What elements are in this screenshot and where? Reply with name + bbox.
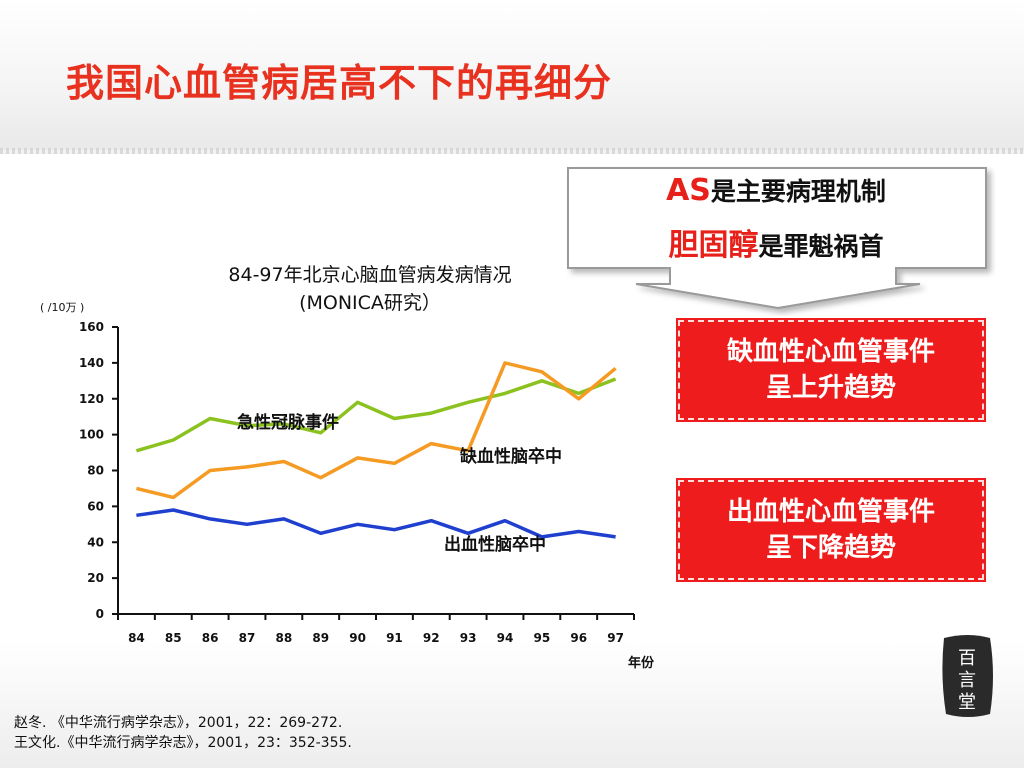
reference-1: 赵冬. 《中华流行病学杂志》，2001，22：269-272. [14,715,343,731]
y-axis-unit: ( /10万 ) [40,301,85,314]
header-background [0,0,1024,150]
y-tick-label: 120 [79,392,104,406]
callout-text-1: 是主要病理机制 [710,177,886,206]
ischemic-stroke-series-line [135,361,617,500]
ischemic-trend-line-1: 缺血性心血管事件 [726,337,935,367]
slide-title: 我国心血管病居高不下的再细分 [66,61,613,105]
chart-title: 84-97年北京心脑血管病发病情况 [228,264,512,286]
y-tick-label: 60 [87,499,104,513]
y-tick-label: 40 [87,535,104,549]
x-tick-label: 95 [534,631,551,645]
callout-highlight-as: AS [666,173,711,208]
acute-coronary-label: 急性冠脉事件 [237,412,339,433]
svg-text:百: 百 [958,648,976,669]
chart-axes: 0 20 40 60 80 100 120 140 160 84 85 86 87 88 89 90 91 92 9… [79,320,635,645]
callout-shape [567,167,987,310]
header-divider [0,148,1024,154]
x-tick-label: 92 [423,631,440,645]
y-tick-label: 100 [79,428,104,442]
hemorrhagic-trend-line-1: 出血性心血管事件 [726,497,935,527]
x-tick-label: 84 [128,631,145,645]
y-tick-label: 0 [96,607,104,621]
callout-line-2: 胆固醇是罪魁祸首 [566,220,986,264]
svg-text:堂: 堂 [958,692,976,713]
y-tick-label: 140 [79,356,104,370]
acute-coronary-series-line [135,377,617,453]
ischemic-trend-box: 缺血性心血管事件 呈上升趋势 [676,318,986,422]
hemorrhagic-stroke-series-line [136,508,616,539]
reference-2: 王文化.《中华流行病学杂志》，2001，23：352-355. [14,735,352,751]
callout-line-1: AS是主要病理机制 [566,172,986,208]
y-tick-label: 80 [87,464,104,478]
y-tick-label: 160 [79,320,104,334]
x-tick-label: 97 [607,631,624,645]
x-tick-label: 90 [349,631,366,645]
x-axis-label: 年份 [628,656,655,671]
x-tick-label: 91 [386,631,403,645]
footer-background [0,640,1024,768]
hemorrhagic-stroke-label: 出血性脑卒中 [444,534,546,555]
y-tick-label: 20 [87,571,104,585]
ischemic-stroke-label: 缺血性脑卒中 [460,446,562,467]
x-tick-label: 93 [460,631,477,645]
chart-subtitle: (MONICA研究） [299,292,441,314]
ischemic-trend-line-2: 呈上升趋势 [765,373,896,403]
brand-seal-logo: 百 言 堂 [942,635,993,717]
x-tick-label: 89 [312,631,329,645]
x-tick-label: 96 [570,631,587,645]
x-tick-label: 94 [497,631,514,645]
callout-highlight-cholesterol: 胆固醇 [668,228,759,263]
x-tick-label: 85 [165,631,182,645]
callout-box: AS是主要病理机制 胆固醇是罪魁祸首 [566,166,996,316]
x-tick-label: 87 [239,631,256,645]
x-tick-label: 88 [276,631,293,645]
svg-text:言: 言 [958,670,976,691]
callout-text-2: 是罪魁祸首 [758,232,884,261]
x-tick-label: 86 [202,631,219,645]
hemorrhagic-trend-line-2: 呈下降趋势 [765,533,896,563]
chart-lines [135,361,617,539]
hemorrhagic-trend-box: 出血性心血管事件 呈下降趋势 [676,478,986,582]
